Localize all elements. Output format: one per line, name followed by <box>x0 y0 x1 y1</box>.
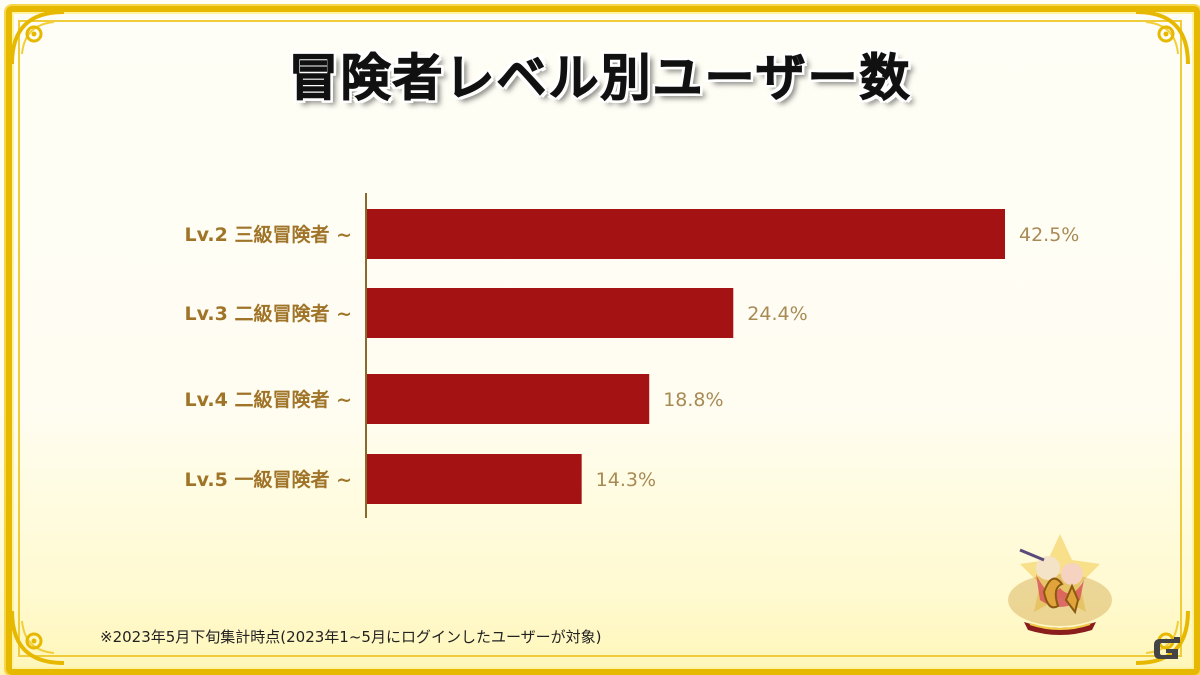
data-label: 18.8% <box>663 389 723 411</box>
anniversary-logo-icon <box>1008 534 1112 635</box>
bar <box>367 454 582 504</box>
chart-title: 冒険者レベル別ユーザー数 <box>288 49 912 108</box>
category-label: Lv.4 二級冒険者 ~ <box>184 388 352 411</box>
corner-ornament-icon <box>1135 10 1190 65</box>
data-label: 42.5% <box>1019 224 1079 246</box>
bar <box>367 288 734 338</box>
gold-frame <box>6 6 1200 675</box>
corner-ornament-icon <box>10 10 65 65</box>
category-label: Lv.5 一級冒険者 ~ <box>184 468 352 491</box>
bar <box>367 209 1005 259</box>
category-label: Lv.2 三級冒険者 ~ <box>184 223 352 246</box>
g-logo-icon <box>1154 637 1180 659</box>
bar <box>367 374 650 424</box>
category-label: Lv.3 二級冒険者 ~ <box>184 302 352 325</box>
data-label: 24.4% <box>747 303 807 325</box>
data-label: 14.3% <box>596 469 656 491</box>
gold-frame-inner <box>18 20 1182 657</box>
footnote: ※2023年5月下旬集計時点(2023年1~5月にログインしたユーザーが対象) <box>100 628 602 646</box>
corner-ornament-icon <box>10 610 65 665</box>
